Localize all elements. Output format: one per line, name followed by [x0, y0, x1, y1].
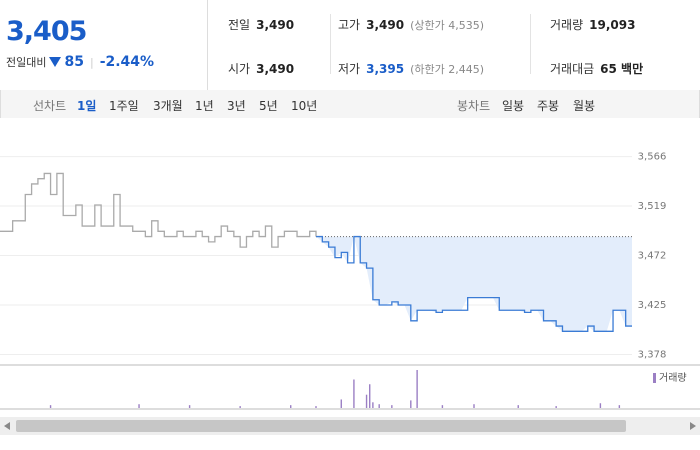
- volume-bar: [555, 406, 557, 408]
- volume-bar: [138, 404, 140, 408]
- stat-note: (하한가 2,445): [410, 63, 484, 76]
- tab[interactable]: 3년: [227, 99, 246, 113]
- tab[interactable]: 주봉: [537, 99, 560, 113]
- change-rate: -2.44%: [99, 54, 155, 70]
- volume-bar: [378, 404, 380, 408]
- volume-bar: [340, 399, 342, 408]
- volume-bar: [410, 400, 412, 408]
- tab[interactable]: 일봉: [502, 99, 525, 113]
- price-line: [0, 172, 317, 248]
- stat-label: 거래대금: [550, 62, 595, 76]
- stat-label: 고가: [338, 18, 361, 32]
- stat-label: 시가: [228, 62, 251, 76]
- volume-bar: [290, 405, 292, 408]
- scrollbar-thumb[interactable]: [16, 420, 626, 432]
- tab[interactable]: 1년: [195, 99, 214, 113]
- scroll-left[interactable]: [4, 422, 10, 430]
- stat: 전일 3,490: [228, 16, 294, 33]
- tab[interactable]: 10년: [291, 99, 318, 113]
- down-icon: [49, 57, 62, 67]
- y-tick-label: 3,378: [638, 349, 667, 360]
- volume-bar: [365, 394, 368, 408]
- chart-tabs: 선차트 1일 1주일 3개월 1년 3년 5년 10년 봉차트 일봉 주봉 월봉: [0, 90, 700, 119]
- stat-value: 3,490: [256, 18, 295, 32]
- stat-value: 3,395: [366, 62, 405, 76]
- stat-label: 전일: [228, 18, 251, 32]
- y-tick-label: 3,425: [638, 300, 667, 311]
- scroll-right[interactable]: [690, 422, 696, 430]
- stat: 거래대금 65 백만: [550, 60, 643, 77]
- stat: 고가 3,490 (상한가 4,535): [338, 16, 484, 33]
- current-price: 3,405: [6, 16, 87, 47]
- stat-note: (상한가 4,535): [410, 19, 484, 32]
- stat-value: 3,490: [366, 18, 405, 32]
- volume-bar: [369, 384, 371, 408]
- summary: 3,405 전일대비 85 | -2.44% 전일 3,490 고가 3,490 (상한…: [0, 0, 700, 91]
- y-tick-label: 3,566: [638, 152, 667, 163]
- tab[interactable]: 3개월: [153, 99, 183, 113]
- volume-bar: [441, 405, 444, 408]
- volume-bar: [416, 370, 418, 408]
- volume-bar: [372, 402, 374, 408]
- tab[interactable]: 1주일: [109, 99, 139, 113]
- stat: 시가 3,490: [228, 60, 294, 77]
- volume-bar: [188, 405, 191, 408]
- divider: [530, 14, 531, 74]
- volume-bar: [517, 405, 519, 408]
- legend-label: 거래량: [659, 372, 687, 384]
- tab-group-label: 봉차트: [457, 99, 491, 113]
- stat-value: 19,093: [589, 18, 636, 32]
- price-box: 3,405 전일대비 85 | -2.44%: [0, 0, 208, 90]
- tab[interactable]: 월봉: [573, 99, 596, 113]
- volume-bar: [618, 405, 621, 408]
- volume-bar: [49, 405, 52, 408]
- change: 85: [64, 54, 84, 70]
- change-row: 전일대비 85 | -2.44%: [6, 54, 154, 70]
- tab-group-label: 선차트: [33, 99, 67, 113]
- chart: 3,378 3,425 3,472 3,519 3,566 거래량: [0, 118, 700, 450]
- volume-bar: [353, 379, 355, 408]
- y-tick-label: 3,519: [638, 201, 667, 212]
- tab[interactable]: 1일: [77, 99, 97, 113]
- y-tick-label: 3,472: [638, 251, 667, 262]
- stat-value: 65 백만: [600, 62, 644, 76]
- volume-bar: [239, 406, 241, 408]
- volume-bar: [391, 405, 393, 408]
- stat: 거래량 19,093: [550, 16, 635, 33]
- stat-value: 3,490: [256, 62, 295, 76]
- volume-bar: [599, 403, 602, 408]
- legend-swatch: [653, 373, 656, 383]
- separator: |: [89, 55, 94, 69]
- stat-label: 저가: [338, 62, 361, 76]
- volume-bar: [315, 406, 317, 408]
- volume-bar: [473, 404, 475, 408]
- stat: 저가 3,395 (하한가 2,445): [338, 60, 484, 77]
- area: [316, 236, 632, 332]
- stat-label: 거래량: [550, 18, 584, 32]
- divider: [330, 14, 331, 74]
- change-label: 전일대비: [6, 56, 47, 69]
- tab[interactable]: 5년: [259, 99, 278, 113]
- price-line: [316, 235, 632, 332]
